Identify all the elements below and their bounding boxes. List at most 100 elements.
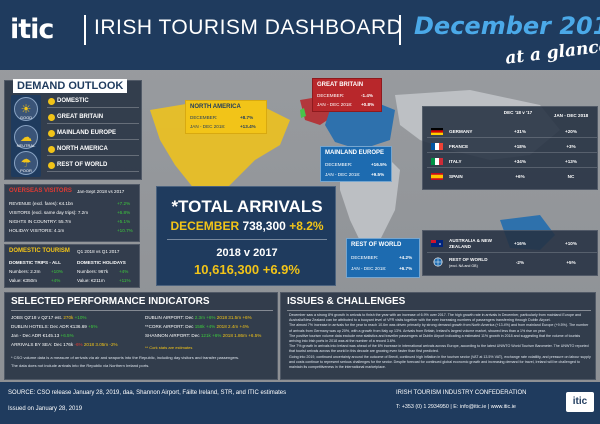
header-bar [0, 0, 600, 70]
table-row: SPAIN +6% NC [427, 170, 597, 183]
mainland-europe-shape [325, 100, 395, 150]
indicator-change: +6.5% [60, 333, 74, 338]
europe-countries-table: DEC '18 v '17 JAN - DEC 2018 GERMANY +31… [422, 106, 598, 190]
stat-label: REVENUE (excl. fares): €4.1bn [9, 201, 74, 206]
contact-details[interactable]: T: +353 (0) 1 2934950 | E: info@itic.ie … [396, 404, 516, 410]
stat-label: HOLIDAY VISITORS: 4.1m [9, 228, 65, 233]
year-change: +3% [566, 144, 576, 149]
indicator-change: +10% [74, 315, 87, 320]
stat-label: NIGHTS IN COUNTRY: 55.7m [9, 219, 72, 224]
holidays-value-change: +11% [119, 278, 131, 283]
indicator-row: SHANNON AIRPORT: Dec 121k +6% 2018 1.86m… [145, 333, 261, 338]
stat-change: +6.8% [117, 210, 131, 215]
holidays-header: DOMESTIC HOLIDAYS [77, 260, 126, 265]
total-arrivals-title: *TOTAL ARRIVALS [171, 197, 323, 216]
table-row: ITALY +34% +13% [427, 155, 597, 168]
indicator-label: DUBLIN AIRPORT: Dec [145, 315, 194, 320]
stat-change: +10.7% [117, 228, 133, 233]
region-label: NORTH AMERICA [57, 146, 108, 152]
issue-paragraph: Going into 2019, continued uncertainty a… [289, 354, 591, 370]
cloud-icon: ☁ [14, 125, 38, 149]
callout-value: -1.4% [361, 93, 374, 98]
sun-icon [48, 162, 55, 169]
indicator-row: Jan - Dec ADR €145.13 +6.5% [11, 333, 74, 338]
indicator-value: -6% [74, 342, 83, 347]
dec-change: +18% [514, 144, 526, 149]
callout-value: +8.7% [240, 115, 254, 120]
column-header: JAN - DEC 2018 [553, 113, 589, 118]
december-arrivals: DECEMBER 738,300 +8.2% [157, 219, 337, 233]
australia-flag-icon [431, 240, 443, 247]
region-label: GREAT BRITAIN [57, 114, 104, 120]
year-arrivals: 10,616,300 +6.9% [157, 262, 337, 277]
indicator-row: ARRIVALS BY SEA: Dec 176k -6% 2018 3.05m… [11, 342, 118, 347]
domestic-title: DOMESTIC TOURISM [9, 248, 70, 254]
outlook-region: MAINLAND EUROPE [47, 127, 139, 140]
footer: SOURCE: CSO release January 28, 2019, da… [0, 382, 600, 424]
dec-change: +16% [514, 241, 526, 246]
domestic-tourism-panel: DOMESTIC TOURISM Q1 2018 vs Q1 2017 DOME… [4, 244, 140, 288]
indicators-title: SELECTED PERFORMANCE INDICATORS [11, 296, 210, 307]
table-row: FRANCE +18% +3% [427, 140, 597, 153]
cork-note: ** Cork stats are estimates [145, 345, 193, 350]
dec-label: DECEMBER [170, 219, 240, 233]
divider [11, 310, 273, 311]
mainland-europe-callout: MAINLAND EUROPE DECEMBER: +16.5% JAN - D… [320, 146, 392, 182]
callout-value: +13.4% [240, 124, 256, 129]
performance-indicators-panel: SELECTED PERFORMANCE INDICATORS JOBS Q2'… [4, 292, 278, 380]
callout-label: JAN - DEC 2018: [351, 266, 387, 271]
rest-of-world-callout: REST OF WORLD DECEMBER: +4.2% JAN - DEC … [346, 238, 420, 278]
callout-label: JAN - DEC 2018: [190, 124, 226, 129]
region-label: DOMESTIC [57, 98, 89, 104]
callout-label: DECEMBER: [317, 93, 345, 98]
issues-text: December saw a strong 8% growth in arriv… [289, 313, 591, 370]
table-row: GERMANY +31% +20% [427, 125, 597, 138]
year-change: +20% [565, 129, 577, 134]
callout-label: DECEMBER: [325, 162, 353, 167]
ireland-shape [300, 108, 306, 118]
sun-icon [48, 146, 55, 153]
sun-icon [48, 114, 55, 121]
country-name: AUSTRALIA & NEW ZEALAND [449, 238, 492, 249]
trips-value: Value: €350m [9, 278, 38, 283]
issued-date: Issued on January 28, 2019 [8, 406, 83, 412]
itic-logo[interactable]: itic [566, 392, 594, 412]
issues-challenges-panel: ISSUES & CHALLENGES December saw a stron… [280, 292, 596, 380]
indicator-row: **CORK AIRPORT: Dec 158k +4% 2018 2.4m +… [145, 324, 249, 329]
indicator-label: SHANNON AIRPORT: Dec [145, 333, 200, 338]
indicator-value: 2.3m +6% [194, 315, 216, 320]
table-row: AUSTRALIA & NEW ZEALAND +16% +10% [427, 235, 597, 253]
great-britain-callout: GREAT BRITAIN DECEMBER: -1.4% JAN - DEC … [312, 78, 382, 112]
dec-change: +31% [514, 129, 526, 134]
indicator-label: **CORK AIRPORT: Dec [145, 324, 194, 329]
stat-change: +7.2% [117, 201, 131, 206]
callout-label: JAN - DEC 2018: [317, 102, 353, 107]
demand-outlook-panel: DEMAND OUTLOOK ☀ GOOD ☁ NEUTRAL ☂ POOR D… [4, 79, 142, 180]
sun-icon [48, 130, 55, 137]
itic-logo[interactable]: itic [10, 14, 54, 45]
overseas-period: Jan-Sept 2018 vs 2017 [77, 189, 125, 194]
outlook-region: REST OF WORLD [47, 159, 139, 172]
italy-flag-icon [431, 158, 443, 165]
callout-value: +0.8% [361, 102, 375, 107]
outlook-region: NORTH AMERICA [47, 143, 139, 156]
year-comparison-label: 2018 v 2017 [216, 247, 278, 259]
indicator-change: 2018 31.5m +6% [216, 315, 252, 320]
dec-change: -2% [515, 260, 525, 265]
indicator-change: 2018 3.05m -2% [83, 342, 118, 347]
rain-icon: ☂ [14, 151, 38, 175]
year-change: NC [567, 174, 575, 179]
page-title: IRISH TOURISM DASHBOARD [94, 16, 403, 39]
report-month: December 2018 [414, 12, 600, 40]
domestic-period: Q1 2018 vs Q1 2017 [77, 249, 120, 254]
indicator-row: JOBS Q2'18 v Q2'17 est. 270k +10% [11, 315, 86, 320]
issue-paragraph: The almost 7% increase in arrivals for t… [289, 323, 589, 333]
dec-change: +6% [515, 174, 525, 179]
issue-paragraph: The positive tourism volume data exclude… [289, 333, 581, 344]
divider [167, 239, 327, 240]
year-change: +6.9% [262, 262, 300, 277]
weather-label: GOOD [19, 115, 33, 120]
trips-header: DOMESTIC TRIPS - ALL [9, 260, 61, 265]
indicator-label: ARRIVALS BY SEA: Dec 176k [11, 342, 74, 347]
indicator-label: Jan - Dec ADR €145.13 [11, 333, 60, 338]
